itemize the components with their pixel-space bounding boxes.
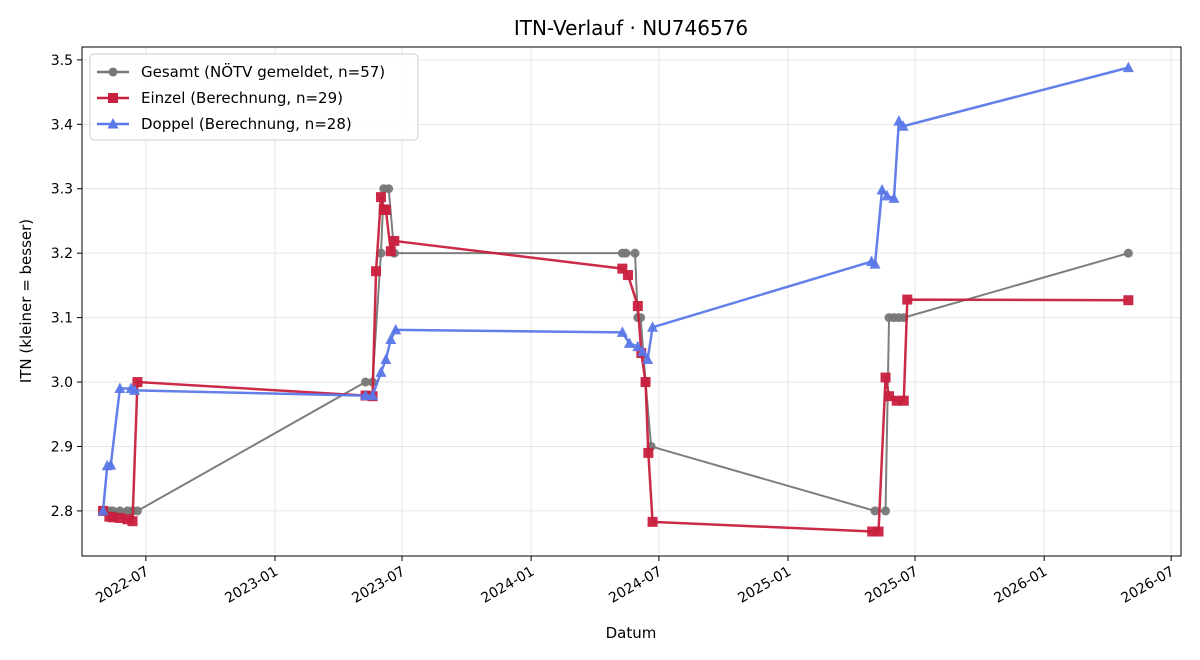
y-tick-label: 3.4 xyxy=(51,117,73,133)
x-tick-label: 2026-01 xyxy=(991,564,1050,607)
x-tick-label: 2025-01 xyxy=(735,564,794,607)
x-tick-label: 2023-01 xyxy=(222,564,281,607)
data-point-square xyxy=(867,526,878,537)
data-point-circle xyxy=(630,248,640,258)
data-point-triangle xyxy=(1122,61,1134,73)
data-point-circle xyxy=(361,377,371,387)
data-point-square xyxy=(380,205,391,216)
y-tick-label: 3.0 xyxy=(51,375,73,391)
data-point-square xyxy=(617,263,628,274)
data-point-triangle xyxy=(129,384,141,395)
data-point-circle xyxy=(376,248,386,258)
data-point-square xyxy=(114,512,125,523)
data-point-square xyxy=(880,372,891,383)
data-point-triangle xyxy=(647,321,659,332)
data-point-square xyxy=(107,512,118,523)
series-triangle xyxy=(97,61,1134,516)
data-point-square xyxy=(643,447,654,458)
data-point-triangle xyxy=(114,382,126,393)
x-axis: 2022-07 2023-01 2023-07 2024-01 2024-07 2025-… xyxy=(93,556,1177,607)
data-point-triangle xyxy=(367,389,379,401)
data-point-circle xyxy=(132,506,142,516)
y-tick-label: 2.8 xyxy=(51,504,73,520)
data-point-square xyxy=(389,235,400,246)
data-point-circle xyxy=(1123,248,1133,258)
y-tick-label: 2.9 xyxy=(51,439,73,455)
data-point-triangle xyxy=(385,333,397,345)
y-tick-label: 3.5 xyxy=(51,53,73,69)
data-point-triangle xyxy=(637,345,649,357)
y-tick-label: 3.1 xyxy=(51,311,73,327)
data-point-triangle xyxy=(893,115,905,126)
series-square xyxy=(98,192,1134,537)
data-point-triangle xyxy=(623,337,635,348)
series-line xyxy=(102,195,1129,533)
y-axis-label: ITN (kleiner = besser) xyxy=(17,219,35,383)
data-point-square xyxy=(132,377,143,388)
data-point-square xyxy=(647,516,658,527)
data-point-square xyxy=(1123,295,1134,306)
x-axis-label: Datum xyxy=(606,624,657,642)
legend-label: Gesamt (NÖTV gemeldet, n=57) xyxy=(141,62,385,81)
y-tick-label: 3.2 xyxy=(51,246,73,262)
data-point-square xyxy=(127,516,138,527)
data-point-square xyxy=(371,266,382,277)
data-point-circle xyxy=(621,248,631,258)
data-point-square xyxy=(640,377,651,388)
data-point-triangle xyxy=(375,366,387,377)
data-point-triangle xyxy=(881,189,893,201)
series-circle xyxy=(98,184,1133,516)
data-point-triangle xyxy=(390,323,402,335)
data-point-square xyxy=(884,391,895,402)
x-tick-label: 2024-07 xyxy=(606,564,665,607)
x-tick-label: 2025-07 xyxy=(862,564,921,607)
data-point-square xyxy=(622,270,633,281)
legend-label: Doppel (Berechnung, n=28) xyxy=(141,115,352,133)
data-point-triangle xyxy=(876,184,888,195)
data-point-circle xyxy=(384,184,394,194)
data-point-square xyxy=(902,294,913,305)
data-point-square xyxy=(632,301,643,312)
x-tick-label: 2024-01 xyxy=(478,564,537,607)
data-point-circle xyxy=(870,506,880,516)
data-point-square xyxy=(898,395,909,406)
x-tick-label: 2023-07 xyxy=(349,564,408,607)
data-point-triangle xyxy=(897,120,909,131)
data-point-triangle xyxy=(869,258,881,269)
data-point-square xyxy=(873,526,884,537)
data-point-triangle xyxy=(642,353,654,364)
y-axis: 2.8 2.9 3.0 3.1 3.2 3.3 3.4 3.5 xyxy=(51,53,82,520)
data-point-triangle xyxy=(380,353,392,364)
legend-marker-square xyxy=(108,93,118,103)
data-point-square xyxy=(385,246,396,257)
data-point-triangle xyxy=(105,459,117,470)
x-tick-label: 2026-07 xyxy=(1119,564,1178,607)
legend: Gesamt (NÖTV gemeldet, n=57) Einzel (Bere… xyxy=(89,53,419,141)
x-tick-label: 2022-07 xyxy=(93,564,152,607)
legend-box xyxy=(89,53,419,141)
data-point-triangle xyxy=(632,340,644,352)
series-line xyxy=(103,187,1129,512)
legend-marker-triangle xyxy=(107,118,119,129)
y-tick-label: 3.3 xyxy=(51,182,73,198)
data-point-square xyxy=(375,192,386,203)
data-point-triangle xyxy=(616,326,628,337)
data-point-triangle xyxy=(888,192,900,203)
data-point-circle xyxy=(881,506,891,516)
legend-label: Einzel (Berechnung, n=29) xyxy=(141,89,343,107)
series-layer xyxy=(97,61,1134,537)
chart-title: ITN-Verlauf · NU746576 xyxy=(514,16,748,40)
data-point-triangle xyxy=(97,504,109,516)
plot-area-frame xyxy=(81,46,1182,557)
legend-marker-circle xyxy=(108,67,118,77)
data-point-triangle xyxy=(360,389,372,401)
data-point-square xyxy=(891,395,902,406)
